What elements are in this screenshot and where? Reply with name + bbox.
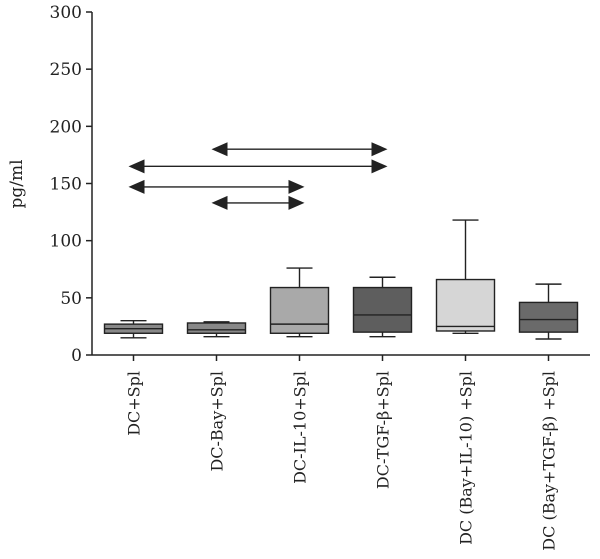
comparison-arrow [211, 195, 305, 210]
arrow-head-left [128, 179, 145, 194]
x-category-label: DC+Spl [125, 371, 144, 436]
x-category-label: DC-IL-10+Spl [291, 371, 310, 484]
y-tick-label: 150 [50, 175, 82, 195]
x-category-label: DC-Bay+Spl [208, 371, 227, 472]
y-tick-label: 0 [71, 346, 82, 366]
x-category-label: DC (Bay+TGF-β) +Spl [540, 371, 559, 551]
arrow-head-right [371, 159, 388, 174]
box-6 [518, 283, 579, 340]
comparison-arrow [211, 142, 388, 157]
y-tick-label: 300 [50, 3, 82, 23]
y-tick-label: 100 [50, 232, 82, 252]
arrow-head-right [288, 179, 305, 194]
x-axis: DC+Spl DC-Bay+Spl DC-IL-10+Spl DC-TGF-β+Spl… [92, 354, 590, 551]
y-tick-label: 250 [50, 60, 82, 80]
arrow-head-right [288, 195, 305, 210]
x-category-label: DC (Bay+IL-10) +Spl [457, 371, 476, 545]
iqr-box [435, 278, 496, 332]
box-5 [435, 219, 496, 334]
iqr-box [269, 286, 330, 334]
iqr-box [518, 301, 579, 333]
y-tick-label: 50 [60, 289, 82, 309]
box-2 [186, 321, 247, 338]
box-series [103, 219, 579, 340]
iqr-box [352, 286, 413, 333]
y-axis-title: pg/ml [7, 159, 27, 208]
arrow-head-left [211, 142, 228, 157]
iqr-box [186, 322, 247, 334]
box-1 [103, 320, 164, 339]
x-category-label: DC-TGF-β+Spl [374, 371, 393, 489]
comparison-arrow [128, 179, 305, 194]
comparison-arrow [128, 159, 388, 174]
y-axis: 0 50 100 150 200 250 300 [50, 3, 93, 366]
box-4 [352, 276, 413, 338]
box-3 [269, 267, 330, 338]
y-tick-label: 200 [50, 117, 82, 137]
arrow-head-left [211, 195, 228, 210]
arrow-head-right [371, 142, 388, 157]
comparison-arrows [128, 142, 388, 210]
arrow-head-left [128, 159, 145, 174]
